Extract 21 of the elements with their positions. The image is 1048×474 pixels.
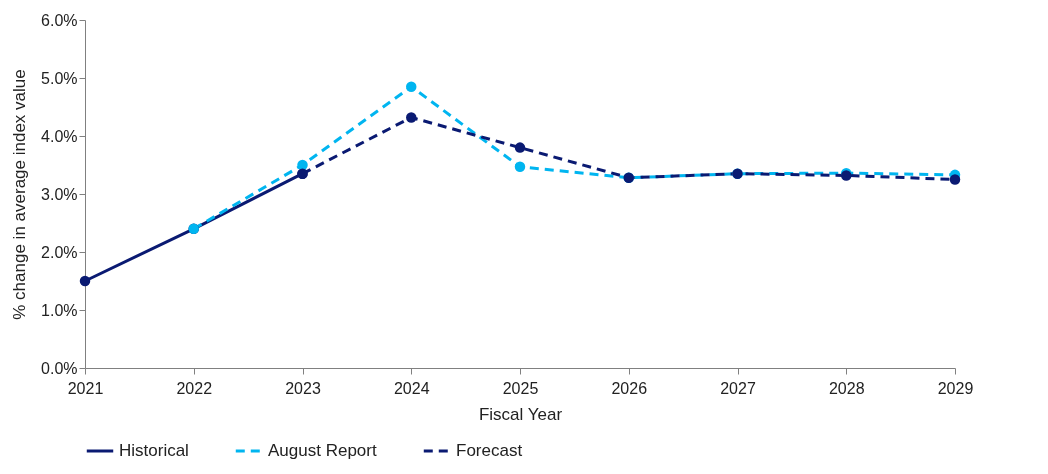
x-tick-label: 2023: [285, 379, 321, 397]
y-tick-label: 5.0%: [41, 69, 78, 87]
x-tick-label: 2021: [67, 379, 104, 397]
legend-label: Historical: [119, 441, 189, 460]
x-tick-label: 2024: [393, 379, 430, 397]
x-tick-label: 2028: [828, 379, 865, 397]
x-tick-label: 2029: [937, 379, 974, 397]
x-tick-label: 2026: [611, 379, 648, 397]
y-tick-label: 3.0%: [41, 185, 78, 203]
y-axis-title: % change in average index value: [10, 69, 30, 320]
y-tick-label: 2.0%: [41, 243, 78, 261]
y-tick-label: 0.0%: [41, 359, 78, 377]
x-tick-label: 2025: [502, 379, 539, 397]
legend-label: August Report: [268, 441, 377, 460]
legend-label: Forecast: [456, 441, 523, 460]
y-tick-label: 6.0%: [41, 11, 78, 29]
y-tick-label: 1.0%: [41, 301, 78, 319]
y-tick-label: 4.0%: [41, 127, 78, 145]
x-tick-label: 2022: [176, 379, 213, 397]
x-tick-label: 2027: [720, 379, 756, 397]
x-axis-title: Fiscal Year: [478, 404, 563, 424]
